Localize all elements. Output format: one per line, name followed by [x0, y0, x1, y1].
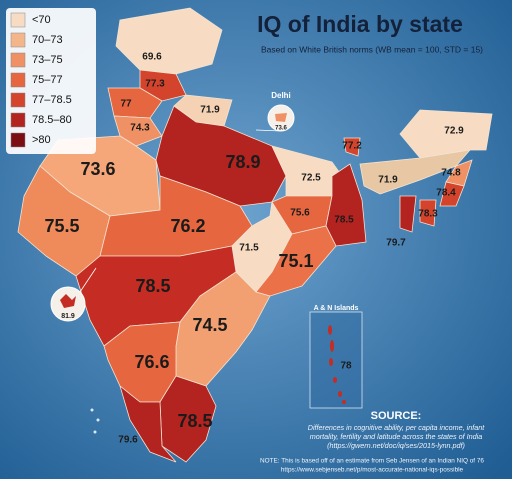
state — [399, 195, 417, 233]
inset-label: Delhi — [271, 91, 291, 100]
island — [328, 325, 332, 335]
state — [325, 163, 367, 247]
island — [330, 340, 334, 352]
state-value: 75.5 — [44, 216, 79, 236]
legend-label: >80 — [32, 134, 51, 146]
state-value: 75.6 — [290, 208, 310, 219]
legend-label: 75–77 — [32, 74, 63, 86]
state-value: 73.6 — [80, 159, 115, 179]
source-heading: SOURCE: — [371, 410, 422, 422]
legend-label: 78.5–80 — [32, 114, 72, 126]
state — [115, 7, 223, 75]
legend-swatch — [10, 12, 26, 28]
dadra-shape — [60, 294, 76, 308]
island — [338, 391, 342, 397]
state-value: 74.8 — [441, 168, 461, 179]
note-line: https://www.sebjenseb.net/p/most-accurat… — [281, 467, 464, 474]
legend-label: 73–75 — [32, 54, 63, 66]
legend-swatch — [10, 112, 26, 128]
state-value: 78.5 — [177, 411, 212, 431]
legend-swatch — [10, 32, 26, 48]
state-value: 71.9 — [200, 105, 220, 116]
state-value: 74.5 — [192, 315, 227, 335]
state-value: 78.4 — [436, 188, 456, 199]
state-value: 71.5 — [239, 243, 259, 254]
source-line: (https://gwern.net/doc/iq/ses/2015-lynn.… — [327, 441, 465, 450]
island — [333, 377, 337, 383]
note-line: NOTE: This is based off of an estimate f… — [260, 458, 484, 465]
legend-label: 77–78.5 — [32, 94, 72, 106]
legend-swatch — [10, 92, 26, 108]
state — [155, 105, 287, 207]
source-text: Differences in cognitive ability, per ca… — [308, 423, 485, 450]
source-line: mortality, fertility and latitude across… — [310, 432, 482, 441]
state-value: 76.6 — [134, 352, 169, 372]
subtitle: Based on White British norms (WB mean = … — [261, 44, 483, 54]
state — [343, 137, 361, 157]
island — [93, 430, 97, 434]
state-value: 77.2 — [342, 141, 362, 152]
state-value: 79.6 — [118, 435, 138, 446]
legend-label: <70 — [32, 14, 51, 26]
state-value: 71.9 — [378, 175, 398, 186]
state — [439, 181, 465, 207]
delhi-shape — [275, 113, 287, 122]
state-value: 75.1 — [278, 251, 313, 271]
state — [119, 384, 177, 463]
island — [329, 358, 333, 366]
state-value: 72.9 — [444, 126, 464, 137]
legend-swatch — [10, 52, 26, 68]
state-value: 77.3 — [145, 79, 165, 90]
legend-box — [6, 8, 96, 154]
state-value: 78.9 — [225, 152, 260, 172]
inset-label: A & N Islands — [314, 305, 359, 312]
state-value: 78.5 — [334, 215, 354, 226]
inset-value: 73.6 — [275, 126, 287, 132]
island — [96, 418, 100, 422]
state — [359, 149, 472, 195]
state — [255, 225, 337, 297]
lakshadweep — [90, 408, 100, 434]
island — [342, 400, 346, 404]
state — [107, 87, 163, 119]
state-value: 78.5 — [135, 276, 170, 296]
state-value: 74.3 — [130, 123, 150, 134]
island — [90, 408, 94, 412]
map — [17, 7, 493, 463]
state-value: 72.5 — [301, 173, 321, 184]
legend: <70 70–73 73–75 75–77 77–78.5 78.5–80 >80 — [6, 8, 96, 154]
state-value: 78.3 — [418, 209, 438, 220]
state-value: 76.2 — [170, 216, 205, 236]
state-value: 69.6 — [142, 52, 162, 63]
title: IQ of India by state — [257, 11, 463, 37]
legend-swatch — [10, 132, 26, 148]
legend-label: 70–73 — [32, 34, 63, 46]
leader — [255, 129, 282, 132]
note: NOTE: This is based off of an estimate f… — [260, 458, 484, 474]
source-line: Differences in cognitive ability, per ca… — [308, 423, 485, 432]
leader — [79, 267, 97, 293]
state — [139, 69, 187, 102]
state-value: 79.7 — [386, 238, 406, 249]
state — [419, 199, 437, 227]
state-value: 78 — [340, 361, 352, 372]
inset-value: 81.9 — [61, 313, 75, 320]
state — [113, 115, 163, 147]
legend-swatch — [10, 72, 26, 88]
state-value: 77 — [120, 99, 132, 110]
inset-box — [309, 311, 363, 409]
islands — [328, 325, 346, 404]
